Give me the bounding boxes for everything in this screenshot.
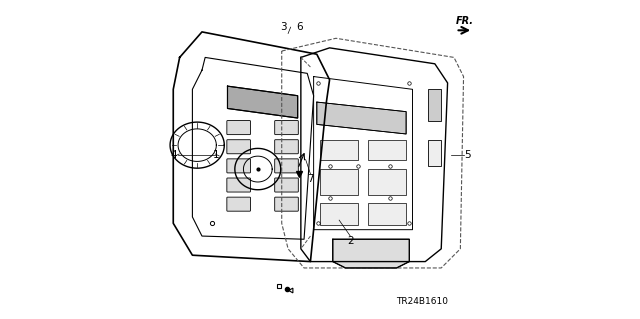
FancyBboxPatch shape bbox=[275, 197, 298, 211]
FancyBboxPatch shape bbox=[227, 178, 250, 192]
Bar bbox=[320, 203, 358, 225]
FancyBboxPatch shape bbox=[275, 159, 298, 173]
Text: FR.: FR. bbox=[456, 16, 474, 26]
FancyBboxPatch shape bbox=[227, 159, 250, 173]
Bar bbox=[368, 140, 406, 160]
FancyBboxPatch shape bbox=[227, 140, 250, 154]
Polygon shape bbox=[317, 102, 406, 134]
Bar bbox=[320, 169, 358, 195]
FancyBboxPatch shape bbox=[275, 178, 298, 192]
Polygon shape bbox=[333, 239, 410, 268]
Text: 7: 7 bbox=[307, 174, 314, 184]
FancyBboxPatch shape bbox=[275, 121, 298, 135]
Text: 4: 4 bbox=[170, 150, 177, 160]
Bar bbox=[368, 169, 406, 195]
FancyBboxPatch shape bbox=[227, 121, 250, 135]
Bar bbox=[428, 140, 441, 166]
Bar bbox=[320, 140, 358, 160]
Text: 3: 3 bbox=[280, 22, 287, 32]
Text: TR24B1610: TR24B1610 bbox=[396, 297, 447, 306]
Text: 2: 2 bbox=[347, 236, 354, 246]
FancyBboxPatch shape bbox=[227, 197, 250, 211]
FancyBboxPatch shape bbox=[275, 140, 298, 154]
Bar bbox=[368, 203, 406, 225]
Text: 5: 5 bbox=[464, 150, 470, 160]
Text: 1: 1 bbox=[213, 150, 220, 160]
Text: 6: 6 bbox=[296, 22, 303, 32]
Bar bbox=[428, 89, 441, 121]
Polygon shape bbox=[227, 86, 298, 118]
